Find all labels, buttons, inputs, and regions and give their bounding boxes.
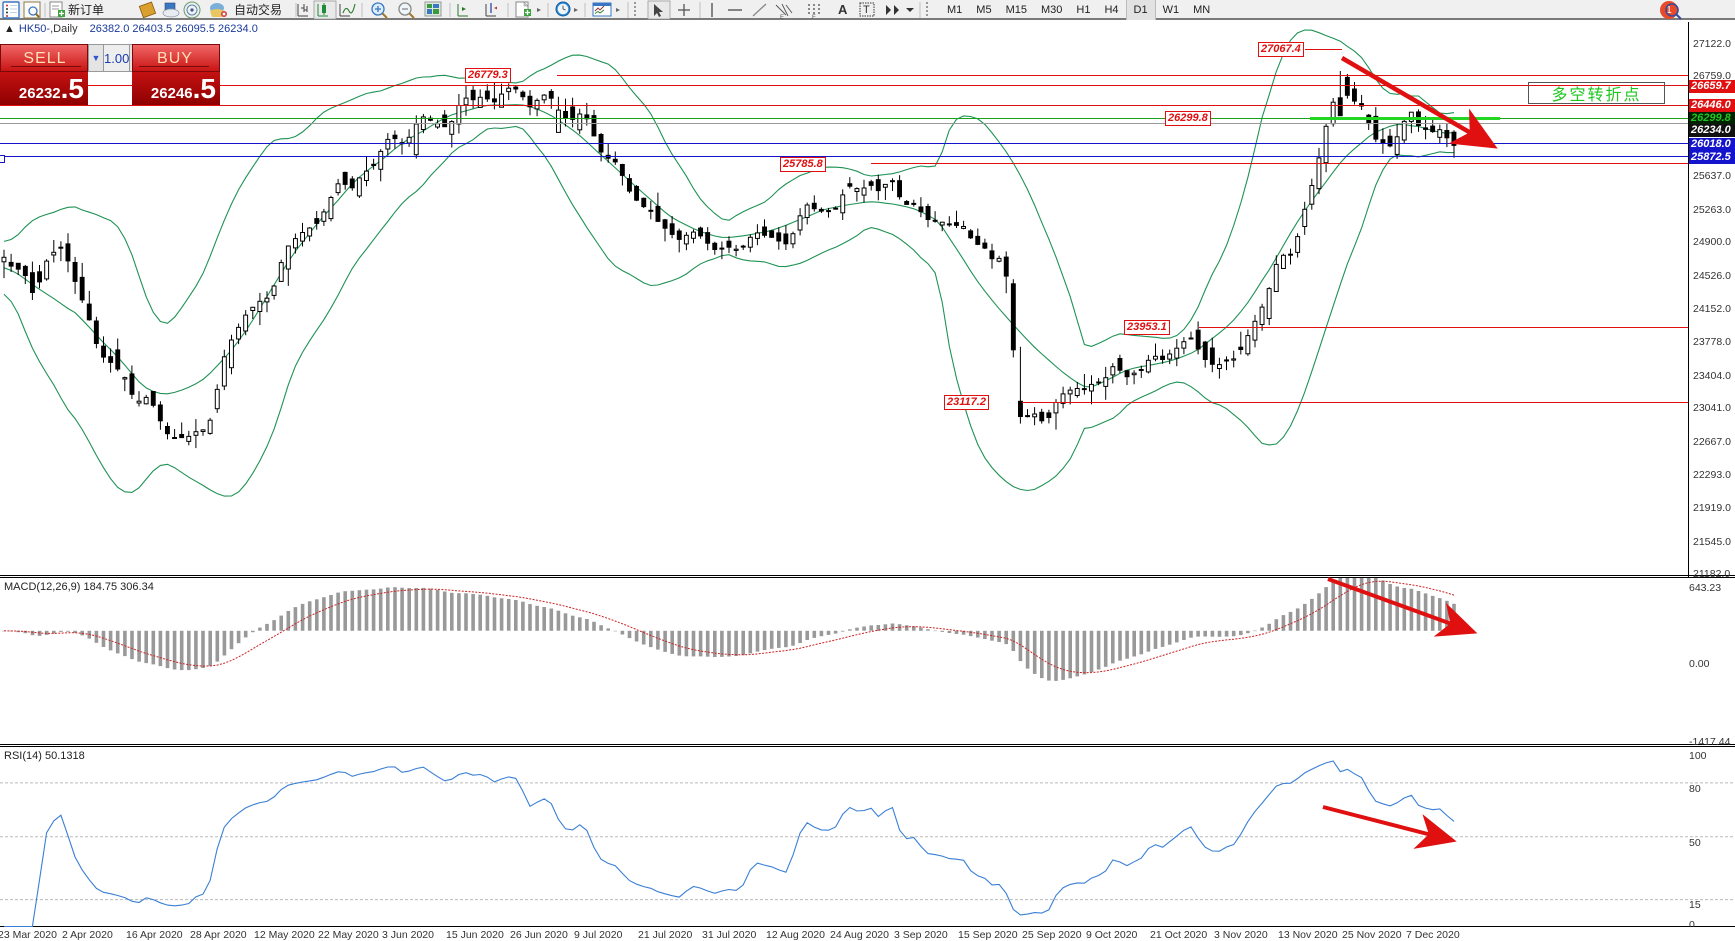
svg-text:自动交易: 自动交易 <box>234 2 282 17</box>
svg-text:新订单: 新订单 <box>68 2 104 17</box>
svg-text:F: F <box>812 15 816 20</box>
svg-text:E: E <box>780 15 784 20</box>
svg-text:T: T <box>863 4 870 16</box>
svg-text:A: A <box>838 2 848 17</box>
